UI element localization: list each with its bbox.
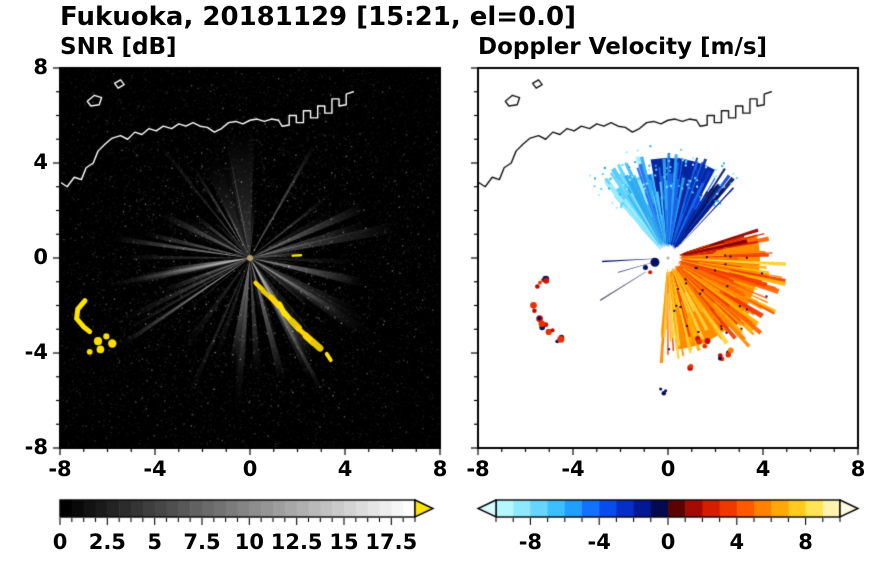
- snr-y-tick-label: -4: [24, 340, 48, 364]
- doppler-colorbar: [468, 498, 864, 544]
- snr-x-tick-label: 4: [337, 457, 353, 481]
- doppler-x-tick-label: -8: [466, 457, 490, 481]
- doppler-x-tick-label: 4: [755, 457, 771, 481]
- doppler-x-tick-label: 0: [660, 457, 676, 481]
- snr-y-tick-label: -8: [24, 435, 48, 459]
- figure-title: Fukuoka, 20181129 [15:21, el=0.0]: [60, 2, 577, 32]
- snr-x-tick-label: 0: [242, 457, 258, 481]
- snr-x-tick-label: -4: [143, 457, 167, 481]
- snr-panel-title: SNR [dB]: [60, 34, 177, 60]
- snr-y-tick-label: 8: [33, 55, 48, 79]
- snr-x-tick-label: -8: [48, 457, 72, 481]
- doppler-x-tick-label: -4: [561, 457, 585, 481]
- doppler-x-tick-label: 8: [850, 457, 866, 481]
- snr-y-tick-label: 4: [33, 150, 48, 174]
- doppler-ppi-plot: [468, 58, 868, 458]
- snr-y-tick-label: 0: [33, 245, 48, 269]
- doppler-panel-title: Doppler Velocity [m/s]: [478, 34, 768, 60]
- snr-x-tick-label: 8: [432, 457, 448, 481]
- snr-colorbar: [55, 498, 447, 544]
- snr-ppi-plot: [50, 58, 450, 458]
